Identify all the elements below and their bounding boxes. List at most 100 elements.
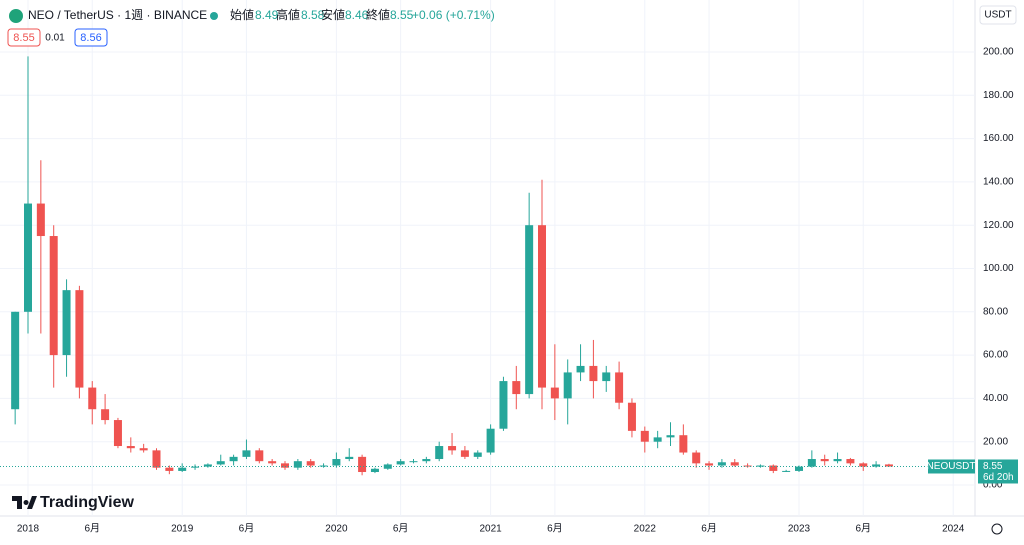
candle-body (486, 428, 495, 453)
high-value: 8.58 (301, 8, 325, 22)
candle-body (756, 465, 765, 467)
candle-body (615, 372, 624, 403)
x-tick-label: 2018 (17, 524, 40, 535)
candle-body (319, 465, 328, 467)
x-tick-label: 2020 (325, 524, 348, 535)
candle-body (306, 461, 315, 466)
logo: TradingView (12, 494, 135, 511)
candle-body (113, 420, 122, 447)
x-tick-label: 2024 (942, 524, 965, 535)
y-tick-label: 180.00 (983, 90, 1014, 101)
candle-body (769, 465, 778, 471)
candle-body (679, 435, 688, 453)
y-tick-label: 100.00 (983, 263, 1014, 274)
x-tick-label: 6月 (84, 523, 100, 535)
x-tick-label: 2023 (788, 524, 811, 535)
currency[interactable]: USDT (984, 10, 1011, 21)
candle-body (807, 459, 816, 467)
candle-body (281, 463, 289, 468)
last-price: 8.55 (983, 461, 1003, 472)
candle-body (884, 464, 893, 467)
candle-body (62, 290, 71, 356)
candle-body (358, 456, 367, 473)
x-tick-label: 2019 (171, 524, 194, 535)
ask-box[interactable] (74, 28, 108, 47)
y-tick-label: 120.00 (983, 220, 1014, 231)
candle-body (782, 470, 791, 472)
candle-body (448, 446, 457, 451)
candle-body (640, 430, 649, 442)
candle-body (550, 387, 559, 399)
symbol-icon (9, 9, 23, 23)
x-tick-label: 6月 (547, 523, 563, 535)
candle-body (435, 446, 444, 460)
y-tick-label: 140.00 (983, 177, 1014, 188)
candle-body (178, 467, 187, 471)
candle-body (460, 450, 469, 457)
candle-body (36, 203, 45, 237)
symbol: NEO / TetherUS · 1週 · BINANCE (28, 8, 207, 22)
candle-body (75, 290, 84, 388)
candle-body (525, 225, 534, 395)
x-tick-label: 6月 (393, 523, 409, 535)
candle-body (24, 203, 32, 312)
x-tick-label: 2021 (479, 524, 502, 535)
last-symbol-box (928, 459, 975, 474)
x-tick-label: 6月 (701, 523, 717, 535)
ask[interactable]: 8.56 (80, 32, 101, 44)
y-tick-label: 0.00 (983, 480, 1003, 491)
candle-body (692, 452, 701, 464)
low-value: 8.46 (345, 8, 369, 22)
market-status (210, 12, 218, 20)
candle-body (49, 236, 58, 356)
x-tick-label: 2022 (634, 524, 657, 535)
candle-body (538, 225, 546, 388)
close-label: 終値 (366, 7, 390, 22)
candle-body (409, 461, 418, 463)
candle-body (846, 459, 855, 464)
candle-body (795, 466, 803, 471)
candle-body (139, 448, 148, 451)
candle-body (705, 463, 714, 466)
x-tick-label: 6月 (239, 523, 255, 535)
x-tick-label: 6月 (855, 523, 871, 535)
candle-body (499, 381, 508, 429)
candle-body (627, 402, 636, 431)
y-tick-label: 160.00 (983, 133, 1014, 144)
candle-body (370, 468, 379, 473)
candle-body (512, 381, 521, 395)
candle-body (396, 461, 405, 465)
candle-body (602, 372, 611, 382)
candle-body (589, 365, 598, 382)
candles (11, 56, 893, 476)
y-tick-label: 60.00 (983, 350, 1008, 361)
candle-body (11, 311, 20, 410)
currency-button[interactable] (979, 5, 1017, 25)
last-price-box (978, 459, 1018, 484)
candle-body (255, 450, 264, 462)
bid[interactable]: 8.55 (13, 32, 34, 44)
candle-body (242, 450, 251, 457)
settings-icon[interactable] (991, 523, 1003, 535)
spread: 0.01 (45, 33, 65, 44)
candle-body (345, 456, 354, 460)
countdown: 6d 20h (983, 472, 1014, 483)
candle-body (730, 462, 739, 466)
y-tick-label: 40.00 (983, 393, 1008, 404)
candle-body (268, 461, 277, 464)
y-tick-label: 200.00 (983, 47, 1014, 58)
candle-body (126, 446, 135, 449)
candle-body (833, 459, 842, 462)
bid-box[interactable] (7, 28, 41, 47)
candle-body (191, 466, 200, 468)
candle-body (859, 463, 868, 467)
candle-body (165, 467, 174, 471)
candle-body (88, 387, 97, 410)
candle-body (332, 459, 341, 466)
logo-icon (12, 496, 37, 509)
candle-body (229, 456, 238, 462)
header: NEO / TetherUS · 1週 · BINANCE 始値 8.49 高値… (7, 5, 1017, 47)
